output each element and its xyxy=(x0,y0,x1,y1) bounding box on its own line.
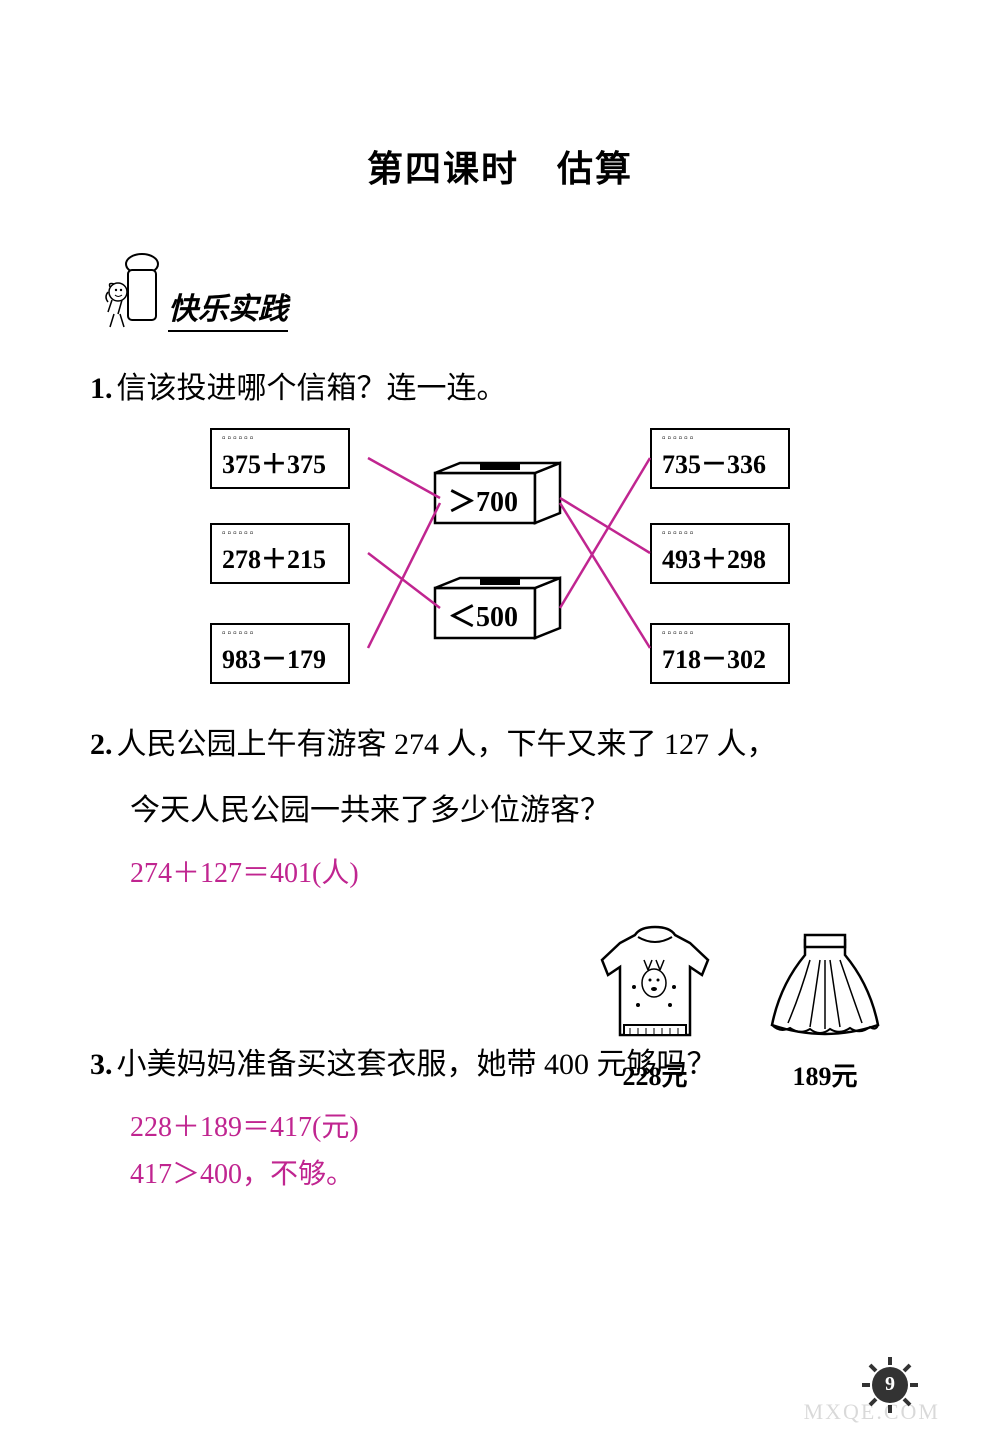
q1-prompt: 信该投进哪个信箱？连一连。 xyxy=(117,372,507,405)
sweater-item: 228元 xyxy=(590,925,720,1093)
q2-text: 2.人民公园上午有游客 274 人，下午又来了 127 人， xyxy=(90,718,910,772)
watermark: MXQE.COM xyxy=(804,1399,940,1425)
sweater-price: 228元 xyxy=(590,1056,720,1093)
q1-lines-svg xyxy=(120,428,880,688)
q1-number: 1. xyxy=(90,372,113,405)
skirt-item: 189元 xyxy=(760,925,890,1093)
q3-answer2: 417＞400，不够。 xyxy=(90,1151,910,1199)
q2-answer: 274＋127＝401(人) xyxy=(90,850,910,898)
skirt-icon xyxy=(760,925,890,1045)
clothes-row: 228元 189元 xyxy=(590,925,890,1093)
lesson-title: 第四课时 估算 xyxy=(90,140,910,192)
mailbox-gt700-label: ＞700 xyxy=(448,480,518,520)
page-number: 9 xyxy=(860,1373,920,1396)
q1-diagram: 375＋375 278＋215 983－179 735－336 493＋298 … xyxy=(120,428,880,688)
practice-girl-icon xyxy=(100,252,160,332)
q2-number: 2. xyxy=(90,728,113,761)
practice-label: 快乐实践 xyxy=(168,284,288,332)
q3-number: 3. xyxy=(90,1048,113,1081)
mailbox-lt500-label: ＜500 xyxy=(448,595,518,635)
question-2: 2.人民公园上午有游客 274 人，下午又来了 127 人， 今天人民公园一共来… xyxy=(90,718,910,898)
skirt-price: 189元 xyxy=(760,1056,890,1093)
q2-line1: 人民公园上午有游客 274 人，下午又来了 127 人， xyxy=(117,728,777,761)
question-1: 1.信该投进哪个信箱？连一连。 375＋375 278＋215 983－179 … xyxy=(90,362,910,688)
sweater-icon xyxy=(590,925,720,1045)
practice-header: 快乐实践 xyxy=(90,252,910,332)
q2-line2: 今天人民公园一共来了多少位游客？ xyxy=(90,784,910,838)
q1-text: 1.信该投进哪个信箱？连一连。 xyxy=(90,362,910,416)
q3-answer1: 228＋189＝417(元) xyxy=(90,1104,910,1152)
